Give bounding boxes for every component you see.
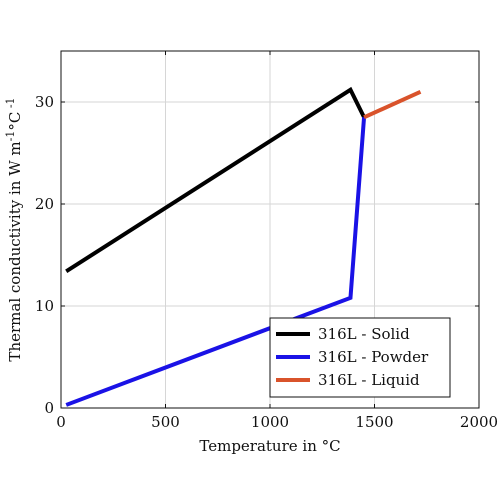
y-tick-label: 20: [35, 195, 54, 213]
series-line-1: [65, 86, 366, 274]
legend-label-3: 316L - Liquid: [318, 371, 420, 389]
ticks: 0 500 1000 1500 2000 0 10 20 30: [35, 51, 498, 431]
y-axis-label-main: Thermal conductivity in W m: [6, 141, 24, 361]
y-axis-label-sup2: -1: [4, 97, 17, 111]
legend-label-2: 316L - Powder: [318, 348, 429, 366]
y-tick-label: 0: [44, 399, 54, 417]
y-axis-label-sup1: -1: [4, 131, 17, 142]
y-tick-label: 10: [35, 297, 54, 315]
series-layer: [65, 86, 422, 407]
y-tick-label: 30: [35, 93, 54, 111]
legend-box: [269, 317, 451, 398]
legend-label-1: 316L - Solid: [318, 325, 410, 343]
series-line-2: [65, 117, 367, 407]
legend: 316L - Solid 316L - Powder 316L - Liquid: [269, 317, 451, 398]
y-axis-label-mid: °C: [6, 112, 24, 131]
x-tick-label: 0: [56, 413, 66, 431]
x-axis-label: Temperature in °C: [199, 437, 340, 455]
x-tick-label: 1000: [251, 413, 289, 431]
x-tick-label: 500: [151, 413, 180, 431]
x-tick-label: 2000: [460, 413, 498, 431]
x-tick-label: 1500: [355, 413, 393, 431]
y-axis-label: Thermal conductivity in W m-1°C -1: [4, 97, 25, 361]
series-line-3: [363, 89, 422, 120]
